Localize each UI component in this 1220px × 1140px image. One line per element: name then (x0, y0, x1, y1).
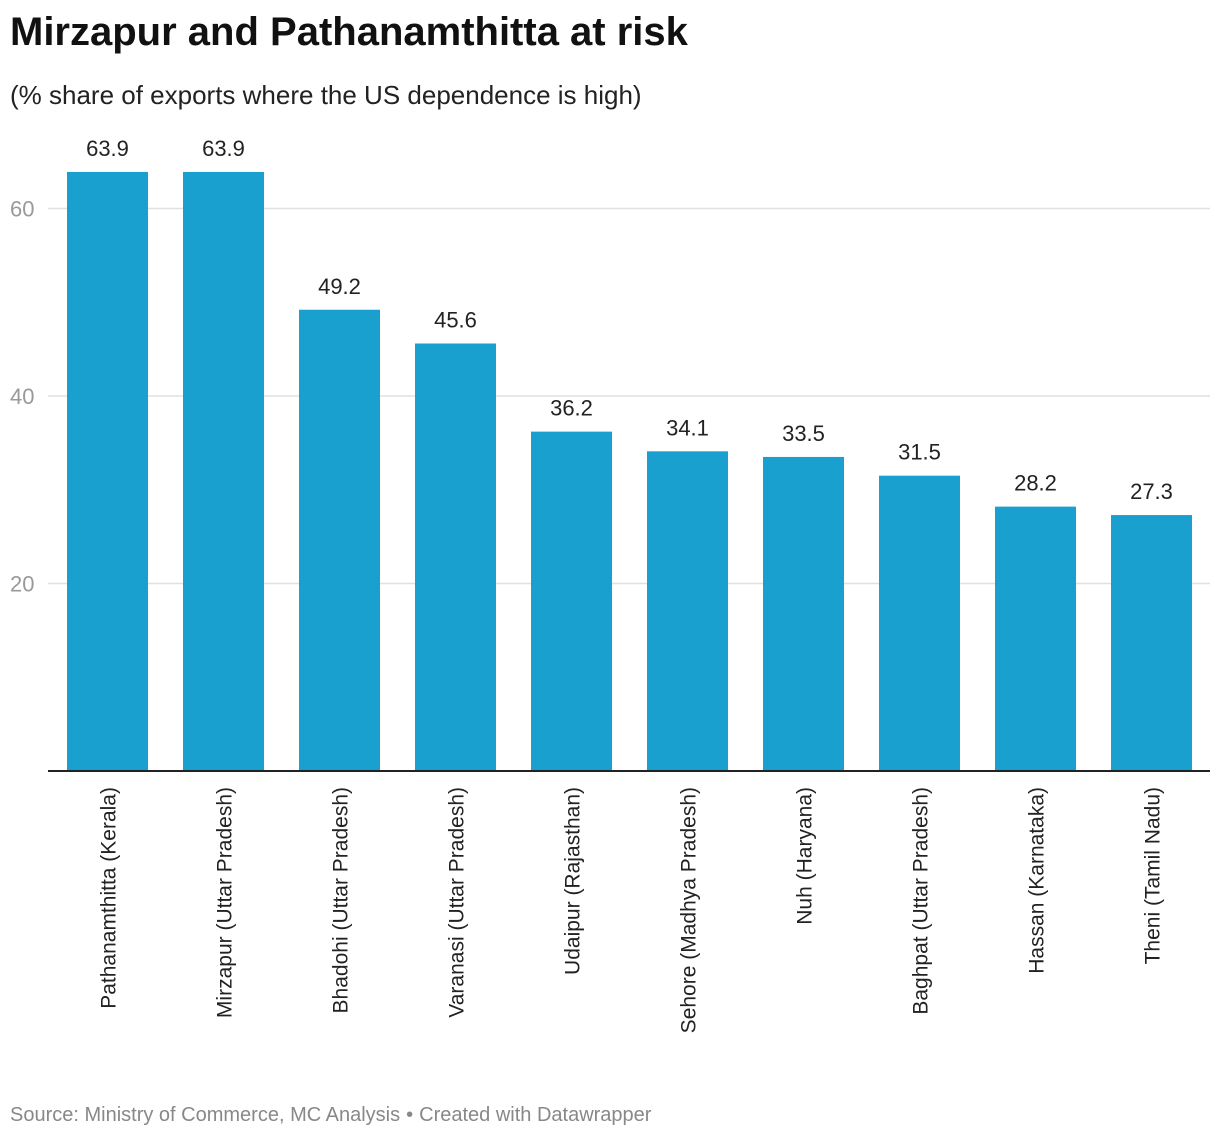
x-tick-label: Pathanamthitta (Kerala) (98, 787, 121, 1009)
x-tick-label: Udaipur (Rajasthan) (562, 787, 585, 975)
bar-chart: 20 40 60 63.9 63.9 49.2 45.6 36.2 34.1 33.5 31.5 2… (10, 136, 1210, 1033)
bar-8[interactable] (879, 475, 960, 771)
data-label: 63.9 (202, 136, 245, 161)
bar-2[interactable] (183, 171, 264, 771)
y-tick-label: 40 (10, 384, 34, 409)
data-label: 33.5 (782, 421, 825, 446)
y-axis-ticks: 20 40 60 (10, 197, 34, 597)
y-tick-label: 60 (10, 197, 34, 222)
data-label: 27.3 (1130, 479, 1173, 504)
x-tick-label: Nuh (Haryana) (794, 787, 817, 925)
chart-subtitle: (% share of exports where the US depende… (10, 80, 642, 110)
data-label: 34.1 (666, 415, 709, 440)
source-note: Source: Ministry of Commerce, MC Analysi… (10, 1104, 651, 1127)
bar-4[interactable] (415, 343, 496, 772)
bar-1[interactable] (67, 171, 148, 771)
data-label: 63.9 (86, 136, 129, 161)
x-tick-label: Bhadohi (Uttar Pradesh) (330, 787, 353, 1013)
x-tick-label: Mirzapur (Uttar Pradesh) (214, 787, 237, 1018)
bar-3[interactable] (299, 309, 380, 771)
bar-10[interactable] (1111, 515, 1192, 771)
x-tick-label: Baghpat (Uttar Pradesh) (910, 787, 933, 1015)
x-tick-label: Varanasi (Uttar Pradesh) (446, 787, 469, 1018)
data-label: 49.2 (318, 274, 361, 299)
x-axis-tick-labels: Pathanamthitta (Kerala) Mirzapur (Uttar P… (98, 787, 1165, 1033)
y-tick-label: 20 (10, 572, 34, 597)
credit-link[interactable]: Created with Datawrapper (419, 1104, 652, 1126)
data-label: 28.2 (1014, 471, 1057, 496)
data-label: 31.5 (898, 440, 941, 465)
x-tick-label: Hassan (Karnataka) (1026, 787, 1049, 974)
data-labels: 63.9 63.9 49.2 45.6 36.2 34.1 33.5 31.5 28.2 27.3 (86, 136, 1173, 504)
bar-9[interactable] (995, 506, 1076, 771)
source-separator: • (406, 1104, 414, 1126)
x-tick-label: Theni (Tamil Nadu) (1142, 787, 1165, 964)
bar-6[interactable] (647, 451, 728, 771)
bar-5[interactable] (531, 431, 612, 771)
data-label: 36.2 (550, 396, 593, 421)
bars (67, 171, 1192, 772)
chart-title: Mirzapur and Pathanamthitta at risk (10, 10, 688, 54)
bar-7[interactable] (763, 456, 844, 771)
x-tick-label: Sehore (Madhya Pradesh) (678, 787, 701, 1033)
source-text: Source: Ministry of Commerce, MC Analysi… (10, 1104, 401, 1126)
data-label: 45.6 (434, 308, 477, 333)
